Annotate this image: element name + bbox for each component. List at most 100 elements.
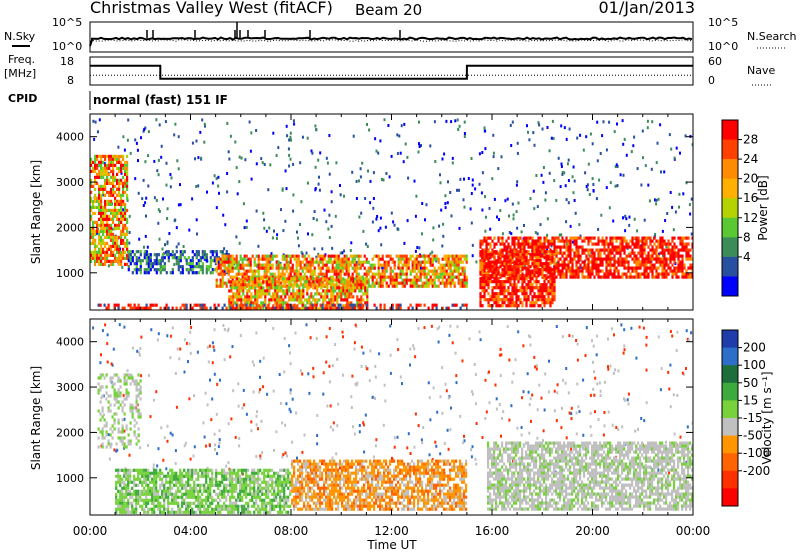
heatmap-cell: [414, 412, 417, 416]
heatmap-cell: [405, 263, 408, 267]
heatmap-cell: [126, 160, 129, 164]
heatmap-cell: [366, 123, 368, 126]
heatmap-cell: [127, 303, 130, 307]
heatmap-cell: [537, 298, 540, 302]
heatmap-cell: [90, 163, 93, 167]
heatmap-cell: [298, 307, 301, 310]
heatmap-cell: [159, 262, 162, 266]
heatmap-cell: [501, 286, 504, 290]
heatmap-cell: [360, 345, 363, 349]
heatmap-cell: [158, 123, 161, 127]
heatmap-cell: [175, 306, 178, 310]
heatmap-cell: [239, 257, 242, 261]
heatmap-cell: [387, 263, 390, 267]
heatmap-cell: [145, 259, 148, 263]
heatmap-cell: [627, 275, 630, 279]
heatmap-cell: [314, 124, 317, 128]
heatmap-cell: [297, 257, 300, 261]
heatmap-cell: [613, 130, 616, 134]
heatmap-cell: [341, 306, 344, 310]
heatmap-cell: [263, 275, 266, 279]
heatmap-cell: [161, 256, 164, 260]
heatmap-cell: [316, 289, 319, 293]
heatmap-cell: [126, 198, 129, 202]
heatmap-cell: [561, 239, 564, 243]
heatmap-cell: [605, 236, 608, 240]
heatmap-cell: [397, 272, 400, 276]
heatmap-cell: [227, 257, 230, 261]
heatmap-cell: [547, 271, 550, 275]
heatmap-cell: [104, 172, 107, 176]
heatmap-cell: [683, 245, 686, 249]
heatmap-cell: [581, 239, 584, 243]
heatmap-cell: [533, 143, 536, 147]
heatmap-cell: [229, 269, 232, 273]
heatmap-cell: [525, 304, 528, 308]
heatmap-cell: [236, 283, 239, 287]
heatmap-cell: [343, 194, 345, 198]
heatmap-cell: [241, 275, 244, 279]
heatmap-cell: [398, 134, 401, 138]
heatmap-cell: [491, 274, 494, 278]
heatmap-cell: [531, 286, 534, 290]
heatmap-cell: [317, 266, 320, 270]
heatmap-cell: [110, 169, 113, 173]
heatmap-cell: [133, 306, 136, 310]
heatmap-cell: [649, 257, 652, 261]
heatmap-cell: [242, 283, 245, 287]
heatmap-cell: [637, 236, 640, 240]
heatmap-cell: [300, 295, 303, 299]
heatmap-cell: [355, 179, 358, 183]
heatmap-cell: [234, 295, 237, 299]
heatmap-cell: [403, 278, 406, 282]
heatmap-cell: [495, 271, 498, 275]
heatmap-cell: [683, 236, 686, 240]
heatmap-cell: [681, 236, 684, 240]
heatmap-cell: [299, 260, 302, 264]
heatmap-cell: [266, 289, 269, 293]
heatmap-cell: [548, 149, 551, 153]
heatmap-cell: [527, 262, 530, 266]
heatmap-cell: [155, 390, 158, 394]
heatmap-cell: [324, 295, 327, 299]
heatmap-cell: [351, 170, 354, 174]
heatmap-cell: [609, 181, 612, 185]
heatmap-cell: [149, 268, 152, 272]
heatmap-cell: [661, 236, 664, 240]
heatmap-cell: [415, 275, 418, 279]
heatmap-cell: [379, 306, 382, 310]
heatmap-cell: [264, 280, 267, 284]
heatmap-cell: [344, 295, 347, 299]
heatmap-cell: [238, 241, 241, 245]
heatmap-cell: [539, 271, 542, 275]
heatmap-cell: [124, 205, 127, 209]
heatmap-cell: [641, 248, 644, 252]
heatmap-cell: [687, 236, 690, 240]
heatmap-cell: [116, 214, 119, 218]
heatmap-cell: [343, 272, 346, 276]
heatmap-cell: [346, 301, 349, 305]
heatmap-cell: [309, 275, 312, 279]
heatmap-cell: [290, 283, 293, 287]
heatmap-cell: [535, 277, 538, 281]
heatmap-cell: [219, 269, 222, 273]
heatmap-cell: [106, 256, 109, 260]
heatmap-cell: [663, 260, 666, 264]
heatmap-cell: [513, 280, 516, 284]
heatmap-cell: [586, 183, 589, 187]
heatmap-cell: [523, 224, 525, 227]
heatmap-cell: [118, 202, 121, 206]
heatmap-cell: [484, 378, 487, 382]
heatmap-cell: [356, 295, 359, 299]
heatmap-cell: [114, 154, 117, 158]
heatmap-cell: [96, 259, 99, 263]
heatmap-cell: [205, 306, 208, 310]
heatmap-cell: [157, 221, 160, 225]
heatmap-cell: [531, 245, 534, 249]
heatmap-cell: [479, 298, 482, 302]
heatmap-cell: [621, 272, 624, 276]
heatmap-cell: [301, 252, 304, 256]
heatmap-cell: [371, 284, 374, 288]
heatmap-cell: [545, 250, 548, 254]
heatmap-cell: [203, 250, 206, 254]
